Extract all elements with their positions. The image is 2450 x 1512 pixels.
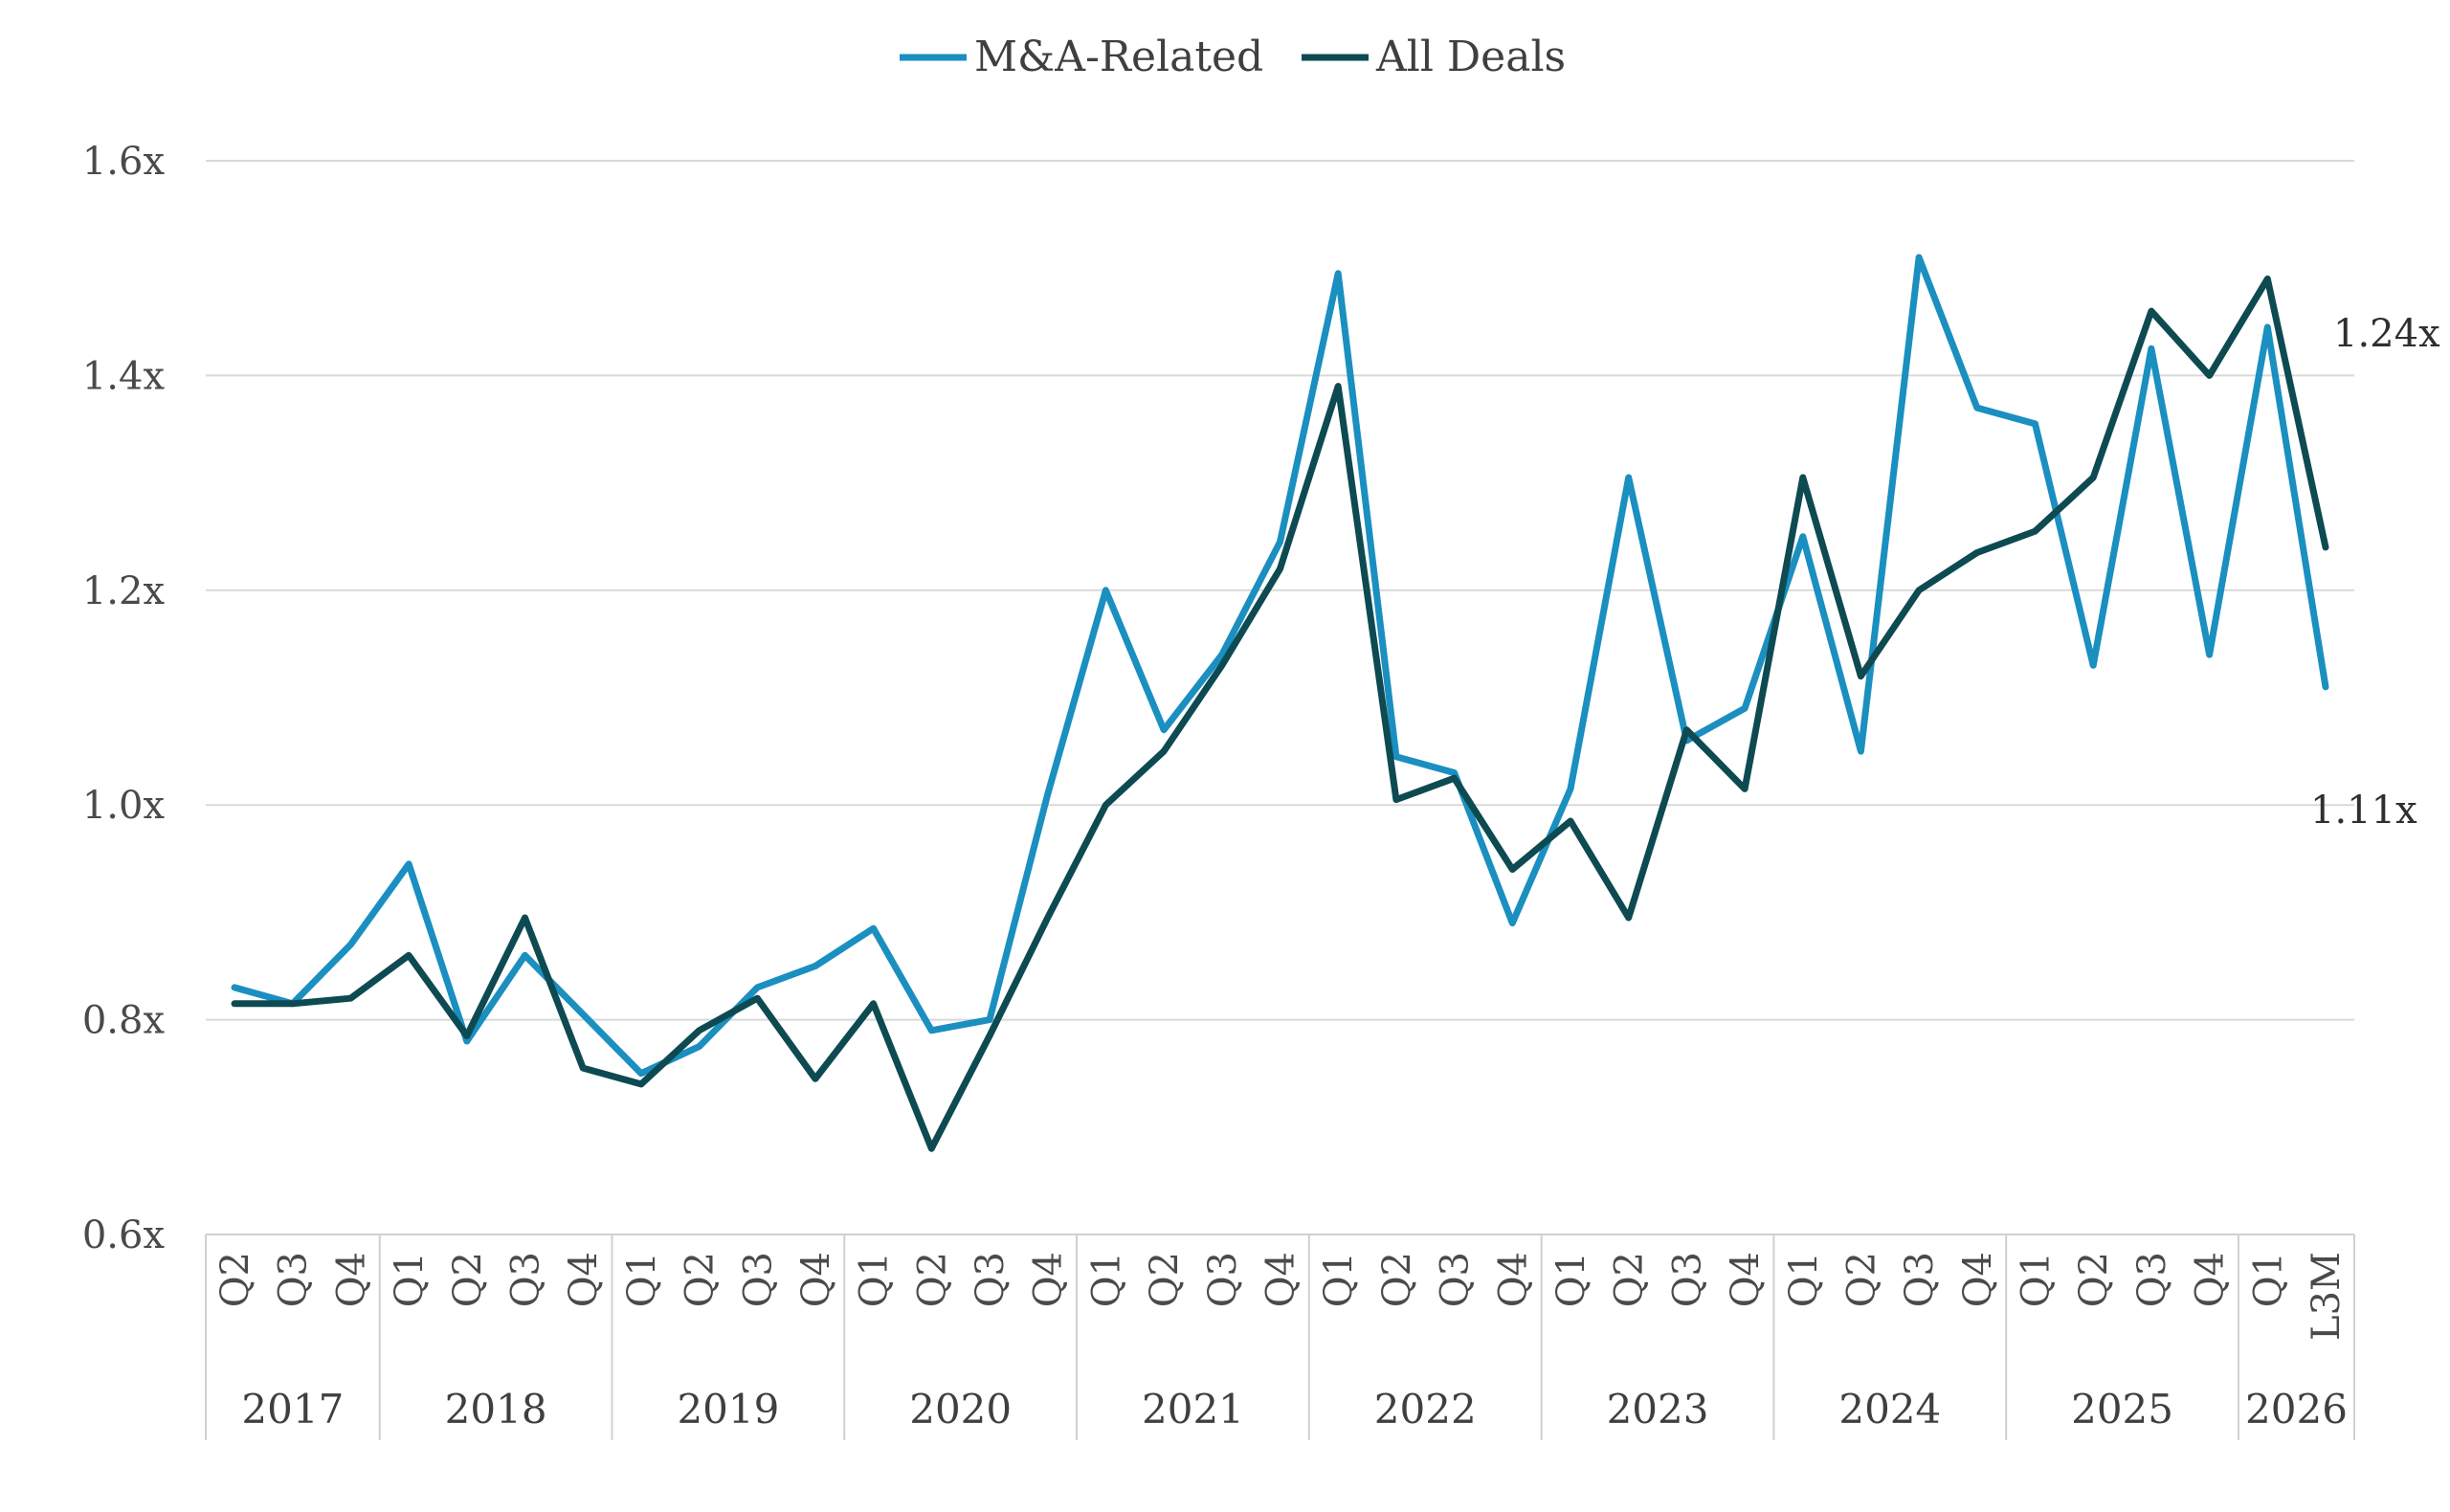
x-tick-label: Q4 (1259, 1252, 1303, 1307)
legend-label-ma-related: M&A-Related (974, 33, 1263, 81)
end-labels: 1.24x 1.11x (2310, 312, 2440, 833)
x-tick-label: Q3 (503, 1252, 547, 1307)
x-tick-label: Q3 (1201, 1252, 1245, 1307)
x-tick-label: Q4 (329, 1252, 373, 1307)
x-tick-label: Q1 (388, 1252, 432, 1307)
year-label: 2026 (2245, 1386, 2348, 1433)
x-tick-label: Q3 (1665, 1252, 1709, 1307)
x-axis: Q2 Q3 Q4 Q1 Q2 Q3 Q4 Q1 Q2 Q3 Q4 Q1 Q2 Q3 Q4 Q1 Q2 Q3 Q4 Q1… (205, 1234, 2355, 1440)
y-tick-label: 0.8x (82, 999, 166, 1043)
x-tick-label: Q2 (1143, 1252, 1187, 1307)
y-tick-label: 1.2x (82, 569, 166, 613)
x-tick-label: Q3 (1434, 1252, 1478, 1307)
year-label: 2020 (909, 1386, 1012, 1433)
end-label-ma-related: 1.11x (2310, 789, 2417, 833)
x-tick-label: Q1 (2015, 1252, 2059, 1307)
y-tick-label: 0.6x (82, 1213, 166, 1257)
x-tick-label: Q2 (213, 1252, 257, 1307)
x-tick-label: Q4 (1956, 1252, 2000, 1307)
year-label: 2024 (1838, 1386, 1941, 1433)
x-tick-label: Q4 (1027, 1252, 1071, 1307)
year-label: 2023 (1607, 1386, 1709, 1433)
x-tick-label: L3M (2305, 1252, 2349, 1341)
x-tick-label: Q3 (2130, 1252, 2174, 1307)
x-tick-label: Q1 (1549, 1252, 1593, 1307)
x-tick-label: Q1 (620, 1252, 664, 1307)
y-tick-label: 1.4x (82, 354, 166, 398)
year-label: 2017 (241, 1386, 344, 1433)
x-tick-label: Q3 (272, 1252, 316, 1307)
x-tick-label: Q1 (1782, 1252, 1826, 1307)
x-tick-label: Q2 (1608, 1252, 1652, 1307)
x-tick-label: Q4 (562, 1252, 606, 1307)
x-tick-label: Q4 (1491, 1252, 1535, 1307)
series-lines (231, 254, 2329, 1152)
x-tick-label: Q2 (1839, 1252, 1883, 1307)
y-axis: 0.6x 0.8x 1.0x 1.2x 1.4x 1.6x (82, 140, 166, 1257)
x-tick-label: Q2 (1375, 1252, 1419, 1307)
x-tick-label: Q2 (446, 1252, 490, 1307)
x-tick-label: Q1 (2246, 1252, 2290, 1307)
x-tick-label: Q2 (910, 1252, 954, 1307)
series-line-all-deals (231, 275, 2329, 1152)
year-label: 2022 (1374, 1386, 1477, 1433)
series-line-ma-related (231, 254, 2329, 1078)
x-tick-label: Q4 (1724, 1252, 1768, 1307)
x-tick-label: Q3 (969, 1252, 1013, 1307)
x-tick-label: Q3 (736, 1252, 780, 1307)
x-tick-label: Q1 (1317, 1252, 1361, 1307)
x-tick-label: Q1 (1084, 1252, 1128, 1307)
x-tick-label: Q2 (679, 1252, 723, 1307)
y-tick-label: 1.6x (82, 140, 166, 184)
end-label-all-deals: 1.24x (2333, 312, 2440, 356)
gridlines (206, 160, 2354, 1235)
x-tick-label: Q3 (1898, 1252, 1942, 1307)
year-label: 2025 (2071, 1386, 2173, 1433)
legend-label-all-deals: All Deals (1375, 33, 1566, 81)
x-tick-label: Q2 (2072, 1252, 2116, 1307)
year-label: 2018 (445, 1386, 547, 1433)
x-tick-label: Q4 (2189, 1252, 2233, 1307)
legend: M&A-Related All Deals (900, 33, 1566, 81)
year-label: 2019 (677, 1386, 779, 1433)
year-label: 2021 (1142, 1386, 1244, 1433)
x-tick-label: Q1 (853, 1252, 897, 1307)
y-tick-label: 1.0x (82, 784, 166, 828)
x-tick-label: Q4 (794, 1252, 838, 1307)
